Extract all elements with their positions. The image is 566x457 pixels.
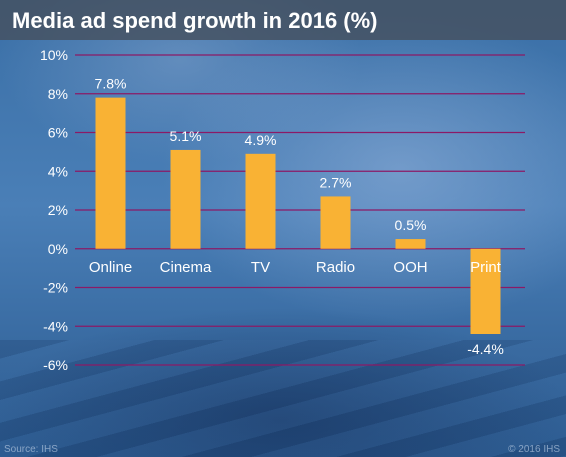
copyright-note: © 2016 IHS <box>508 444 560 455</box>
data-label: 4.9% <box>245 132 277 148</box>
data-label: 7.8% <box>95 76 127 92</box>
y-tick-label: -6% <box>43 357 68 373</box>
chart-title: Media ad spend growth in 2016 (%) <box>12 8 378 33</box>
y-tick-label: 6% <box>48 125 68 141</box>
title-bar: Media ad spend growth in 2016 (%) <box>0 0 566 40</box>
bar <box>95 97 126 249</box>
bar <box>470 248 501 334</box>
source-note: Source: IHS <box>4 444 58 455</box>
y-tick-label: -2% <box>43 280 68 296</box>
bar <box>170 149 201 249</box>
bar <box>245 153 276 249</box>
x-tick-label: Cinema <box>160 259 212 276</box>
x-tick-label: Radio <box>316 259 355 276</box>
y-tick-label: 0% <box>48 241 68 257</box>
x-tick-label: Online <box>89 259 132 276</box>
y-tick-label: 2% <box>48 202 68 218</box>
y-tick-label: -4% <box>43 318 68 334</box>
bar <box>395 239 426 249</box>
x-tick-label: OOH <box>393 259 427 276</box>
x-tick-label: Print <box>470 259 502 276</box>
bar <box>320 196 351 249</box>
data-label: 2.7% <box>320 174 352 190</box>
data-label: 5.1% <box>170 128 202 144</box>
y-tick-label: 4% <box>48 163 68 179</box>
background-keyboard <box>0 340 566 457</box>
x-tick-label: TV <box>251 259 270 276</box>
y-tick-label: 10% <box>40 47 68 63</box>
data-label: 0.5% <box>395 217 427 233</box>
y-tick-label: 8% <box>48 86 68 102</box>
data-label: -4.4% <box>467 341 504 357</box>
